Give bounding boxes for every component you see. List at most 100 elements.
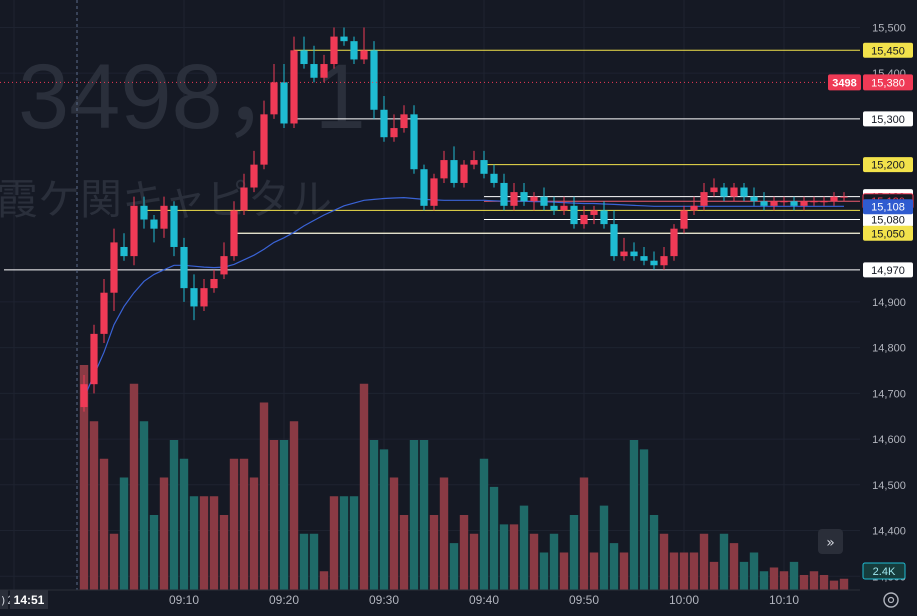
candle — [820, 196, 828, 206]
candle-body — [580, 214, 588, 225]
candle-body — [600, 210, 608, 225]
volume-bar — [549, 533, 559, 590]
volume-bar — [559, 552, 569, 590]
price-axis[interactable]: 15,50015,40014,90014,80014,70014,60014,5… — [860, 0, 917, 590]
candle — [460, 160, 468, 188]
volume-bar — [269, 440, 279, 590]
volume-bar — [759, 571, 769, 590]
candle — [770, 196, 778, 211]
candle — [310, 45, 318, 83]
candle-body — [830, 196, 838, 202]
volume-bar — [99, 458, 109, 590]
candle-body — [790, 201, 798, 206]
level-label-bg — [863, 111, 913, 127]
candle-body — [670, 228, 678, 257]
price-tick-label: 14,600 — [872, 434, 906, 446]
candle-body — [460, 164, 468, 183]
time-tick-label: 09:20 — [269, 593, 299, 607]
volume-bar — [179, 458, 189, 590]
candle — [640, 246, 648, 266]
candle-body — [340, 36, 348, 42]
volume-bar — [189, 496, 199, 590]
level-label: 15,080 — [871, 215, 905, 227]
volume-bar — [539, 552, 549, 590]
candle — [190, 274, 198, 321]
candle-body — [840, 196, 848, 198]
candle-body — [270, 82, 278, 115]
candle-body — [540, 196, 548, 206]
candle-body — [100, 292, 108, 334]
candle-body — [690, 205, 698, 211]
candle-body — [280, 82, 288, 124]
cursor-time-badge: ) 14:51 — [0, 590, 48, 609]
candle-body — [550, 205, 558, 211]
vwap-line — [83, 196, 844, 399]
candle — [390, 114, 398, 142]
candle — [270, 64, 278, 119]
gear-icon — [883, 592, 899, 608]
candle — [330, 27, 338, 69]
candle — [730, 182, 738, 202]
chart-settings-button[interactable] — [883, 592, 899, 608]
candle-body — [640, 256, 648, 261]
candle-body — [420, 169, 428, 206]
cursor-time: 14:51 — [14, 593, 45, 607]
candle — [250, 150, 258, 193]
volume-bar — [399, 515, 409, 590]
level-label: 15,050 — [871, 228, 905, 240]
scroll-to-realtime-button[interactable]: » — [818, 529, 843, 554]
candle — [290, 36, 298, 129]
candle — [780, 196, 788, 206]
left-paren-glyph: ) — [1, 594, 5, 607]
candle — [580, 205, 588, 229]
current-price-badge: 3498 15,380 — [828, 74, 913, 91]
candle — [690, 196, 698, 215]
volume-bar — [329, 496, 339, 590]
candle — [90, 324, 98, 394]
level-lines[interactable] — [4, 49, 860, 271]
candle-body — [520, 192, 528, 202]
volume-bar — [219, 515, 229, 590]
volume-bar — [409, 440, 419, 590]
volume-bar — [359, 383, 369, 590]
candle-body — [180, 246, 188, 289]
candle-body — [200, 288, 208, 307]
volume-bar — [319, 571, 329, 590]
candle — [710, 178, 718, 197]
candle — [230, 201, 238, 261]
candle-body — [650, 260, 658, 266]
candle — [630, 242, 638, 261]
time-tick-label: 09:10 — [169, 593, 199, 607]
candle-body — [160, 205, 168, 229]
candle — [830, 192, 838, 206]
volume-bar — [839, 578, 849, 590]
candle-body — [780, 201, 788, 203]
candle — [320, 54, 328, 83]
price-tick-label: 14,700 — [872, 388, 906, 400]
volume-bar — [439, 477, 449, 590]
time-tick-label: 09:30 — [369, 593, 399, 607]
candle — [410, 105, 418, 174]
volume-bar — [689, 552, 699, 590]
candle-body — [680, 210, 688, 229]
volume-bar — [129, 383, 139, 590]
volume-bar — [149, 515, 159, 590]
candle — [100, 278, 108, 344]
candle-body — [710, 187, 718, 193]
volume-bar — [659, 533, 669, 590]
volume-bar — [169, 440, 179, 590]
candle — [620, 237, 628, 261]
candle — [200, 278, 208, 312]
candle-body — [510, 192, 518, 206]
volume-bar — [579, 477, 589, 590]
current-price-symbol: 3498 — [832, 77, 856, 89]
candle — [300, 36, 308, 69]
volume-bar — [199, 496, 209, 590]
volume-bar — [599, 505, 609, 590]
candle-body — [330, 36, 338, 65]
candle — [280, 64, 288, 129]
candle — [440, 150, 448, 183]
candle-body — [230, 210, 238, 257]
candle — [110, 228, 118, 312]
